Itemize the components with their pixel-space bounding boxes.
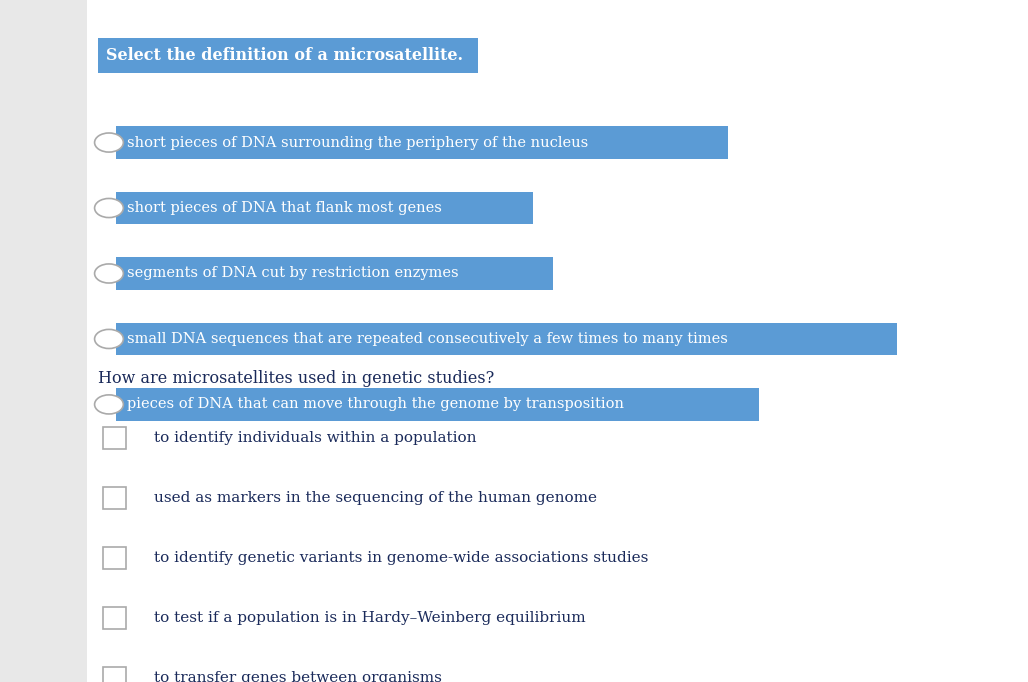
- FancyBboxPatch shape: [98, 38, 478, 73]
- Text: to identify genetic variants in genome-wide associations studies: to identify genetic variants in genome-w…: [154, 551, 649, 565]
- FancyBboxPatch shape: [116, 257, 553, 290]
- Circle shape: [95, 264, 123, 283]
- Text: short pieces of DNA that flank most genes: short pieces of DNA that flank most gene…: [127, 201, 442, 215]
- Text: to test if a population is in Hardy–Weinberg equilibrium: to test if a population is in Hardy–Wein…: [154, 611, 586, 625]
- Circle shape: [95, 198, 123, 218]
- FancyBboxPatch shape: [103, 667, 125, 682]
- Circle shape: [95, 133, 123, 152]
- Text: small DNA sequences that are repeated consecutively a few times to many times: small DNA sequences that are repeated co…: [127, 332, 729, 346]
- Text: to transfer genes between organisms: to transfer genes between organisms: [154, 671, 442, 682]
- FancyBboxPatch shape: [103, 547, 125, 569]
- FancyBboxPatch shape: [103, 427, 125, 449]
- FancyBboxPatch shape: [116, 388, 759, 421]
- FancyBboxPatch shape: [116, 126, 728, 159]
- Text: Select the definition of a microsatellite.: Select the definition of a microsatellit…: [106, 47, 463, 63]
- Circle shape: [95, 329, 123, 349]
- Text: segments of DNA cut by restriction enzymes: segments of DNA cut by restriction enzym…: [127, 267, 460, 280]
- FancyBboxPatch shape: [103, 607, 125, 629]
- Text: short pieces of DNA surrounding the periphery of the nucleus: short pieces of DNA surrounding the peri…: [127, 136, 589, 149]
- FancyBboxPatch shape: [116, 323, 897, 355]
- Text: pieces of DNA that can move through the genome by transposition: pieces of DNA that can move through the …: [127, 398, 624, 411]
- FancyBboxPatch shape: [103, 487, 125, 509]
- FancyBboxPatch shape: [87, 0, 1028, 682]
- Text: used as markers in the sequencing of the human genome: used as markers in the sequencing of the…: [154, 491, 597, 505]
- FancyBboxPatch shape: [116, 192, 533, 224]
- Text: How are microsatellites used in genetic studies?: How are microsatellites used in genetic …: [98, 370, 493, 387]
- Text: to identify individuals within a population: to identify individuals within a populat…: [154, 431, 477, 445]
- Circle shape: [95, 395, 123, 414]
